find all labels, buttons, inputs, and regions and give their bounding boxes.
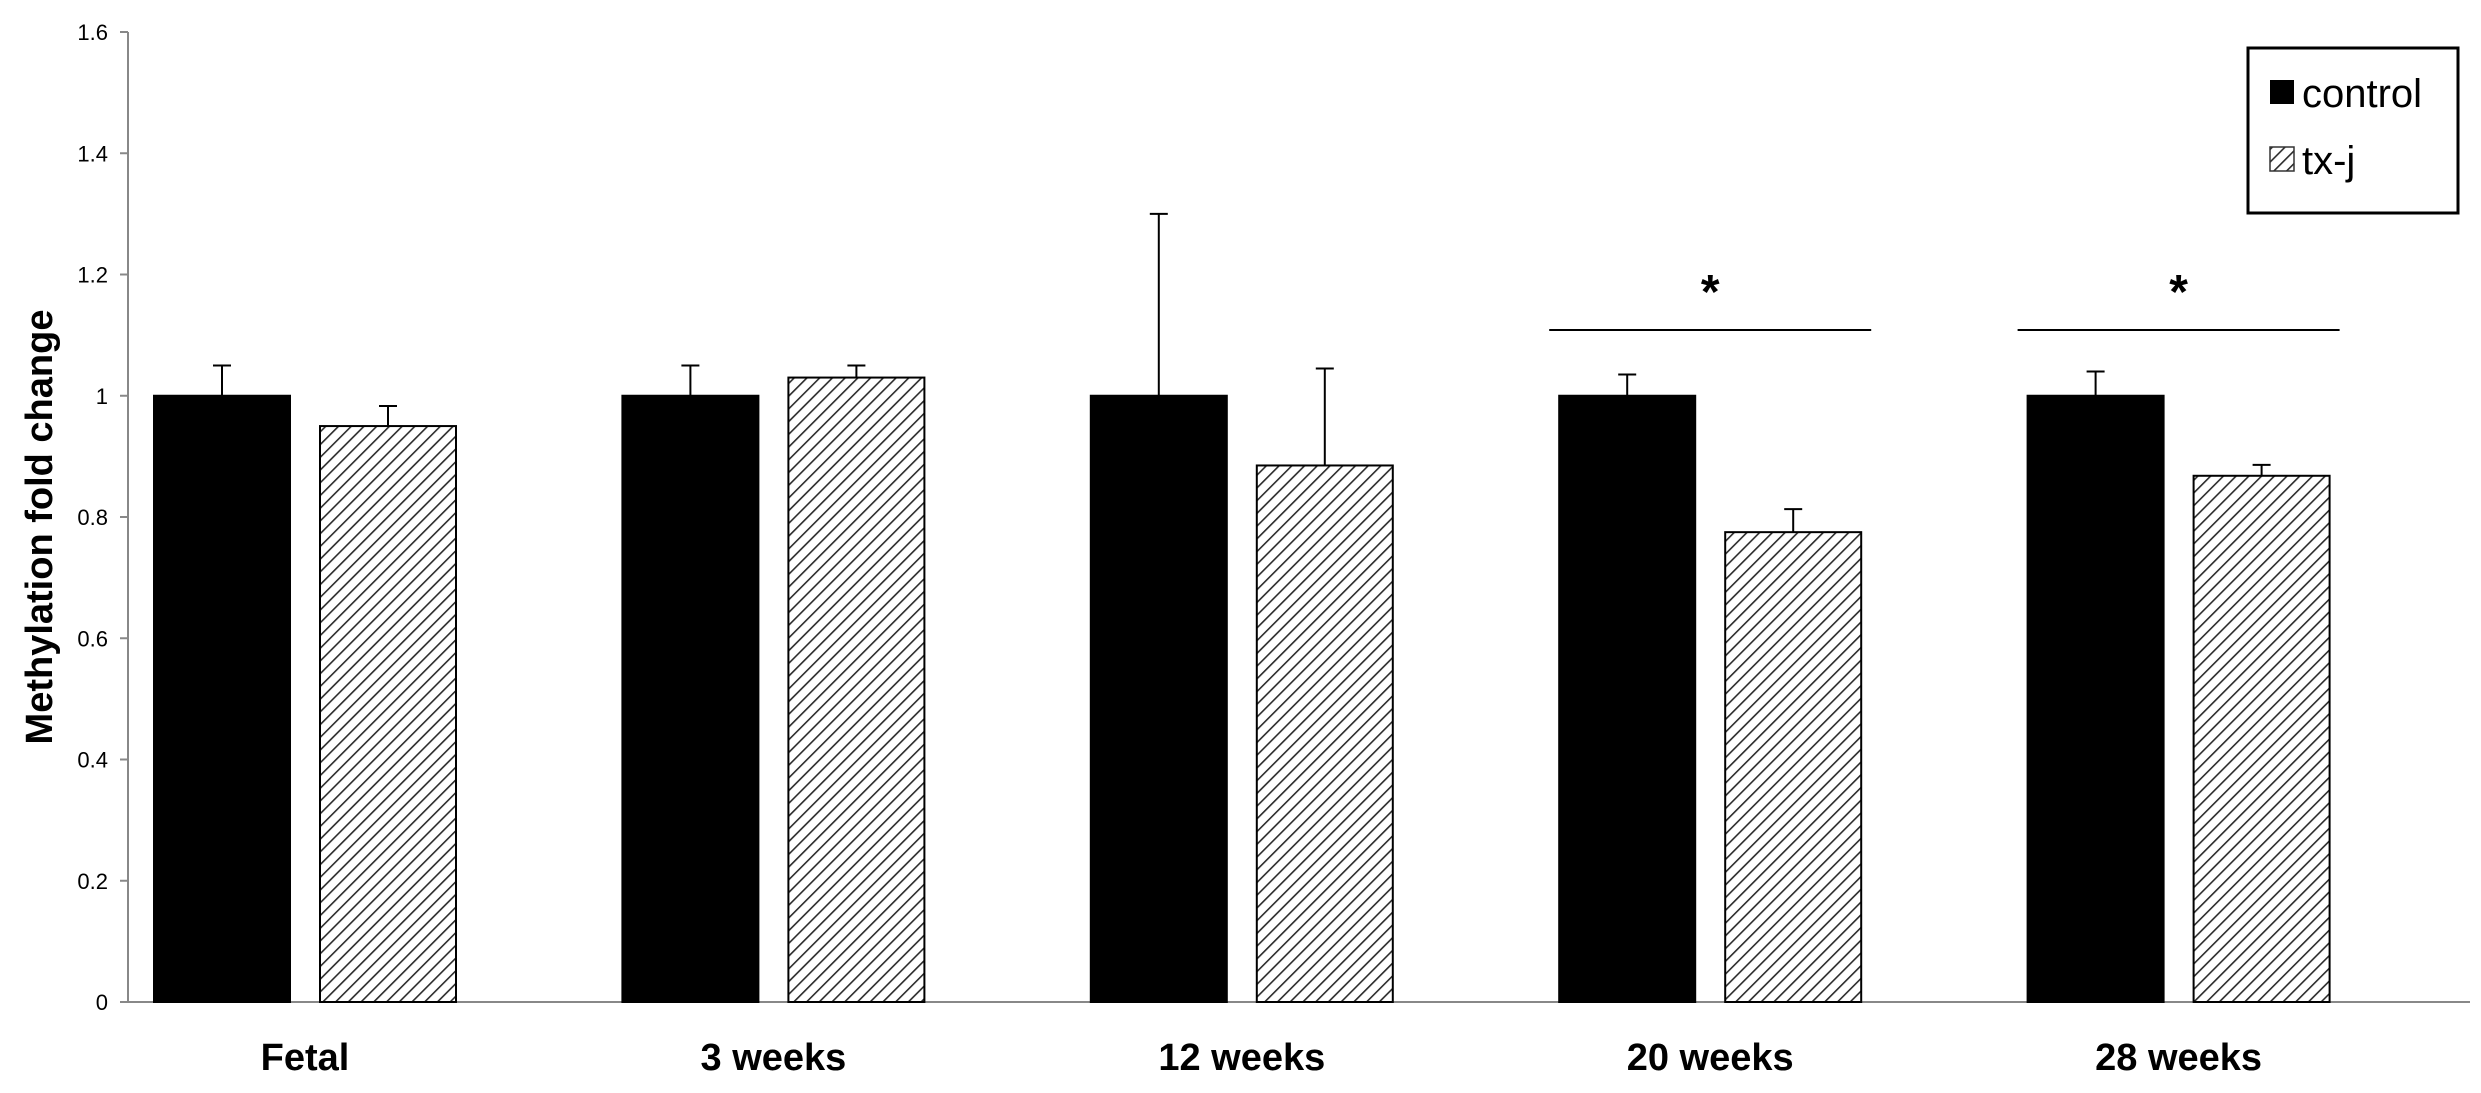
bar-control-20-weeks — [1558, 394, 1697, 1003]
y-tick-label: 0.4 — [77, 748, 108, 773]
x-axis-category-labels: Fetal 3 weeks 12 weeks 20 weeks 28 weeks — [261, 1037, 2262, 1079]
y-tick-label: 1.6 — [77, 20, 108, 45]
category-label-12-weeks: 12 weeks — [1158, 1037, 1325, 1079]
bar-tx-j-fetal — [319, 425, 457, 1003]
bar-control-28-weeks — [2026, 394, 2165, 1003]
bar-tx-j-28-weeks — [2192, 474, 2331, 1003]
y-tick-label: 0.8 — [77, 505, 108, 530]
bar-control-3-weeks — [621, 394, 760, 1003]
y-axis-ticks: 0 0.2 0.4 0.6 0.8 1 1.2 1.4 1.6 — [77, 20, 128, 1015]
legend: control tx-j — [2246, 46, 2460, 215]
legend-label-tx-j: tx-j — [2302, 139, 2355, 183]
y-tick-label: 0.2 — [77, 869, 108, 894]
significance-asterisk: * — [2169, 266, 2188, 319]
category-label-28-weeks: 28 weeks — [2095, 1037, 2262, 1079]
y-tick-label: 1 — [96, 384, 108, 409]
category-label-fetal: Fetal — [261, 1037, 350, 1079]
y-tick-label: 1.2 — [77, 263, 108, 288]
bar-tx-j-20-weeks — [1724, 531, 1863, 1003]
legend-swatch-control — [2270, 80, 2294, 104]
significance-asterisk: * — [1701, 266, 1720, 319]
category-label-20-weeks: 20 weeks — [1627, 1037, 1794, 1079]
bar-control-fetal — [153, 394, 291, 1003]
bars-group — [153, 376, 2331, 1003]
category-label-3-weeks: 3 weeks — [701, 1037, 847, 1079]
significance-annotations: * * — [1549, 266, 2340, 331]
legend-box — [2246, 46, 2460, 215]
bar-control-12-weeks — [1089, 394, 1228, 1003]
legend-label-control: control — [2302, 72, 2422, 116]
bar-tx-j-12-weeks — [1255, 464, 1394, 1003]
legend-swatch-tx-j — [2269, 146, 2295, 172]
y-tick-label: 0 — [96, 990, 108, 1015]
bar-tx-j-3-weeks — [787, 376, 926, 1003]
y-tick-label: 0.6 — [77, 626, 108, 651]
y-axis-title: Methylation fold change — [19, 310, 61, 745]
error-bars-group — [213, 212, 2271, 533]
y-tick-label: 1.4 — [77, 141, 108, 166]
